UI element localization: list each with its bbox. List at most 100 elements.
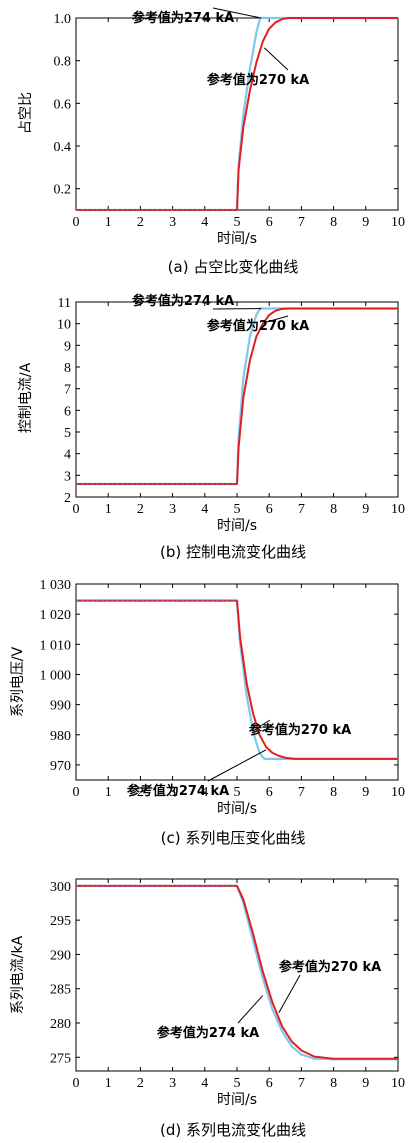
annotation-label: 参考值为270 kA xyxy=(249,722,351,738)
y-tick-label: 1.0 xyxy=(54,12,72,27)
y-tick-label: 10 xyxy=(57,318,71,333)
series-line-270ka xyxy=(76,307,398,485)
x-tick-label: 5 xyxy=(234,215,241,230)
y-axis-label: 控制电流/A xyxy=(18,362,34,433)
x-tick-label: 1 xyxy=(105,785,112,800)
x-tick-label: 10 xyxy=(391,785,405,800)
panel-2: 0 1 2 3 4 5 6 7 8 9 10 2 3 4 5 6 7 8 9 10 11 参考值为274 kA 参考值为27… xyxy=(18,293,405,561)
y-tick-label: 290 xyxy=(50,948,71,963)
annotation-leader xyxy=(278,974,301,1013)
panel-caption: (d) 系列电流变化曲线 xyxy=(160,1121,306,1139)
x-tick-label: 5 xyxy=(234,502,241,517)
x-tick-label: 9 xyxy=(362,1076,369,1091)
x-tick-label: 8 xyxy=(330,215,337,230)
annotation-leader xyxy=(212,308,262,310)
x-tick-label: 1 xyxy=(105,1076,112,1091)
annotation-label: 参考值为270 kA xyxy=(207,318,309,334)
series-line-270ka xyxy=(76,599,398,760)
x-tick-label: 2 xyxy=(137,1076,144,1091)
panel-caption: (b) 控制电流变化曲线 xyxy=(160,543,306,561)
x-axis-label: 时间/s xyxy=(217,1092,257,1108)
x-tick-label: 3 xyxy=(169,1076,176,1091)
y-tick-label: 7 xyxy=(64,383,71,398)
y-tick-label: 285 xyxy=(50,983,71,998)
x-axis-label: 时间/s xyxy=(217,801,257,817)
series-line-274ka xyxy=(76,884,398,1061)
y-tick-label: 300 xyxy=(50,880,71,895)
x-tick-label: 0 xyxy=(73,785,80,800)
y-tick-label: 1 020 xyxy=(40,608,72,623)
x-tick-label: 4 xyxy=(201,1076,208,1091)
annotation-leader xyxy=(264,315,289,324)
annotation-leader xyxy=(264,47,289,71)
annotation-label: 参考值为270 kA xyxy=(279,959,381,975)
plot-frame xyxy=(75,878,399,1072)
x-tick-label: 1 xyxy=(105,502,112,517)
x-tick-label: 7 xyxy=(298,785,305,800)
y-tick-label: 1 030 xyxy=(40,578,72,593)
x-tick-label: 8 xyxy=(330,502,337,517)
series-line-270ka xyxy=(76,17,398,211)
x-tick-label: 9 xyxy=(362,502,369,517)
panel-1: 0 1 2 3 4 5 6 7 8 9 10 0.2 0.4 0.6 0.8 1.0 参考值为274 kA 参考值… xyxy=(18,7,405,276)
x-tick-label: 10 xyxy=(391,1076,405,1091)
x-tick-label: 6 xyxy=(266,785,273,800)
annotation-label: 参考值为274 kA xyxy=(157,1025,259,1041)
y-tick-label: 11 xyxy=(58,296,71,311)
annotation-label: 参考值为274 kA xyxy=(127,783,229,799)
y-axis-label: 占空比 xyxy=(18,92,34,134)
x-tick-label: 4 xyxy=(201,215,208,230)
x-tick-label: 8 xyxy=(330,1076,337,1091)
x-tick-label: 6 xyxy=(266,1076,273,1091)
panel-caption: (a) 占空比变化曲线 xyxy=(168,258,299,276)
y-tick-label: 990 xyxy=(50,699,71,714)
y-tick-label: 1 000 xyxy=(40,668,72,683)
x-tick-label: 4 xyxy=(201,785,208,800)
x-tick-label: 7 xyxy=(298,1076,305,1091)
x-tick-label: 2 xyxy=(137,502,144,517)
y-tick-label: 0.6 xyxy=(54,97,72,112)
y-tick-label: 0.8 xyxy=(54,55,72,70)
annotation-leader xyxy=(212,7,262,19)
x-tick-label: 0 xyxy=(73,502,80,517)
panel-4: 0 1 2 3 4 5 6 7 8 9 10 275 280 285 290 295 300 参考值为270 kA… xyxy=(10,878,405,1139)
y-tick-label: 9 xyxy=(64,339,71,354)
y-tick-label: 1 010 xyxy=(40,638,72,653)
y-tick-label: 280 xyxy=(50,1017,71,1032)
x-tick-label: 3 xyxy=(169,502,176,517)
annotation-leader xyxy=(207,749,267,782)
annotation-leader xyxy=(256,719,271,730)
panel-3: 0 1 2 3 4 5 6 7 8 9 10 970 980 990 1 000 1 010 1 020 1 03… xyxy=(10,578,405,847)
y-tick-label: 275 xyxy=(50,1051,71,1066)
x-axis-label: 时间/s xyxy=(217,518,257,534)
series-line-270ka xyxy=(76,884,398,1060)
x-tick-label: 5 xyxy=(234,1076,241,1091)
y-tick-label: 980 xyxy=(50,729,71,744)
x-tick-label: 6 xyxy=(266,215,273,230)
x-tick-label: 10 xyxy=(391,502,405,517)
x-axis-label: 时间/s xyxy=(217,231,257,247)
x-tick-label: 9 xyxy=(362,785,369,800)
y-tick-label: 0.4 xyxy=(54,140,72,155)
x-tick-label: 3 xyxy=(169,215,176,230)
x-tick-label: 2 xyxy=(137,785,144,800)
y-tick-label: 0.2 xyxy=(54,183,72,198)
x-tick-label: 0 xyxy=(73,215,80,230)
x-tick-label: 2 xyxy=(137,215,144,230)
x-tick-label: 0 xyxy=(73,1076,80,1091)
series-line-274ka xyxy=(76,307,398,486)
y-tick-label: 295 xyxy=(50,914,71,929)
panel-caption: (c) 系列电压变化曲线 xyxy=(161,829,306,847)
x-tick-label: 8 xyxy=(330,785,337,800)
x-tick-label: 5 xyxy=(234,785,241,800)
x-tick-label: 7 xyxy=(298,215,305,230)
annotation-label: 参考值为274 kA xyxy=(132,293,234,309)
x-tick-label: 4 xyxy=(201,502,208,517)
x-tick-label: 3 xyxy=(169,785,176,800)
y-tick-label: 8 xyxy=(64,361,71,376)
x-tick-label: 9 xyxy=(362,215,369,230)
y-axis-label: 系列电流/kA xyxy=(10,935,26,1014)
x-tick-label: 7 xyxy=(298,502,305,517)
y-tick-label: 2 xyxy=(64,491,71,506)
